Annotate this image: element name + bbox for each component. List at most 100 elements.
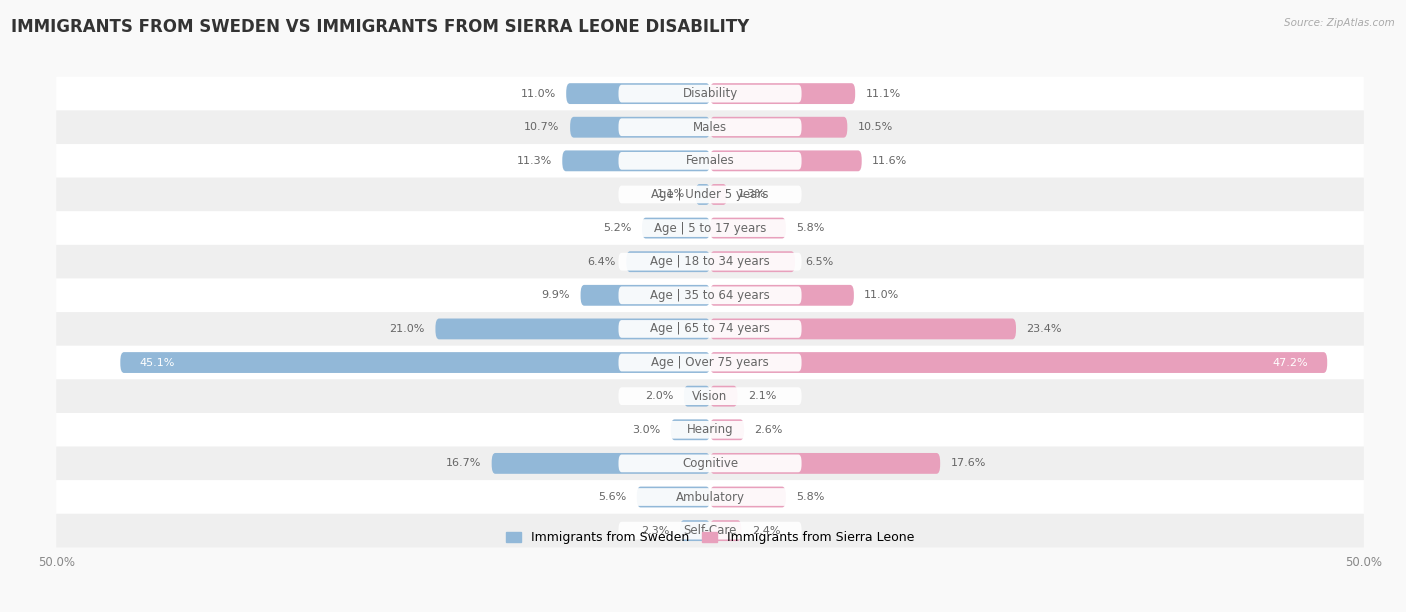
Text: Females: Females [686, 154, 734, 167]
FancyBboxPatch shape [710, 352, 1327, 373]
FancyBboxPatch shape [619, 253, 801, 271]
FancyBboxPatch shape [56, 379, 1364, 413]
FancyBboxPatch shape [710, 386, 738, 406]
FancyBboxPatch shape [710, 83, 855, 104]
Text: 3.0%: 3.0% [633, 425, 661, 435]
FancyBboxPatch shape [56, 110, 1364, 144]
Text: Source: ZipAtlas.com: Source: ZipAtlas.com [1284, 18, 1395, 28]
FancyBboxPatch shape [562, 151, 710, 171]
Text: 16.7%: 16.7% [446, 458, 481, 468]
FancyBboxPatch shape [56, 144, 1364, 177]
FancyBboxPatch shape [619, 354, 801, 371]
FancyBboxPatch shape [710, 218, 786, 239]
FancyBboxPatch shape [492, 453, 710, 474]
Text: 47.2%: 47.2% [1272, 357, 1308, 368]
Text: 11.6%: 11.6% [872, 156, 907, 166]
FancyBboxPatch shape [710, 285, 853, 306]
FancyBboxPatch shape [56, 76, 1364, 110]
Text: 2.3%: 2.3% [641, 526, 669, 536]
Text: 21.0%: 21.0% [389, 324, 425, 334]
FancyBboxPatch shape [619, 455, 801, 472]
FancyBboxPatch shape [710, 453, 941, 474]
FancyBboxPatch shape [619, 185, 801, 203]
FancyBboxPatch shape [619, 84, 801, 102]
Text: Males: Males [693, 121, 727, 134]
Text: Vision: Vision [692, 390, 728, 403]
FancyBboxPatch shape [681, 520, 710, 541]
Text: 11.3%: 11.3% [516, 156, 551, 166]
FancyBboxPatch shape [637, 487, 710, 507]
FancyBboxPatch shape [619, 118, 801, 136]
FancyBboxPatch shape [710, 252, 794, 272]
FancyBboxPatch shape [121, 352, 710, 373]
Text: IMMIGRANTS FROM SWEDEN VS IMMIGRANTS FROM SIERRA LEONE DISABILITY: IMMIGRANTS FROM SWEDEN VS IMMIGRANTS FRO… [11, 18, 749, 36]
FancyBboxPatch shape [710, 117, 848, 138]
FancyBboxPatch shape [710, 520, 741, 541]
FancyBboxPatch shape [619, 488, 801, 506]
FancyBboxPatch shape [436, 318, 710, 339]
Text: 10.5%: 10.5% [858, 122, 893, 132]
Text: Self-Care: Self-Care [683, 524, 737, 537]
FancyBboxPatch shape [710, 151, 862, 171]
Text: Age | Over 75 years: Age | Over 75 years [651, 356, 769, 369]
Text: 9.9%: 9.9% [541, 290, 569, 300]
Text: 6.5%: 6.5% [806, 256, 834, 267]
FancyBboxPatch shape [710, 419, 744, 440]
FancyBboxPatch shape [619, 219, 801, 237]
Legend: Immigrants from Sweden, Immigrants from Sierra Leone: Immigrants from Sweden, Immigrants from … [501, 526, 920, 550]
Text: 1.3%: 1.3% [738, 190, 766, 200]
Text: 23.4%: 23.4% [1026, 324, 1062, 334]
FancyBboxPatch shape [56, 245, 1364, 278]
FancyBboxPatch shape [56, 447, 1364, 480]
Text: 5.8%: 5.8% [796, 492, 825, 502]
FancyBboxPatch shape [619, 320, 801, 338]
Text: 11.0%: 11.0% [520, 89, 555, 99]
Text: Cognitive: Cognitive [682, 457, 738, 470]
FancyBboxPatch shape [56, 177, 1364, 211]
Text: 2.0%: 2.0% [645, 391, 673, 401]
Text: Age | 18 to 34 years: Age | 18 to 34 years [650, 255, 770, 268]
Text: 2.4%: 2.4% [752, 526, 780, 536]
FancyBboxPatch shape [619, 152, 801, 170]
FancyBboxPatch shape [710, 487, 786, 507]
FancyBboxPatch shape [683, 386, 710, 406]
Text: Disability: Disability [682, 87, 738, 100]
Text: Ambulatory: Ambulatory [675, 490, 745, 504]
FancyBboxPatch shape [710, 318, 1017, 339]
FancyBboxPatch shape [696, 184, 710, 205]
FancyBboxPatch shape [56, 413, 1364, 447]
Text: 11.0%: 11.0% [865, 290, 900, 300]
Text: 5.8%: 5.8% [796, 223, 825, 233]
Text: 10.7%: 10.7% [524, 122, 560, 132]
Text: Age | 5 to 17 years: Age | 5 to 17 years [654, 222, 766, 234]
Text: 17.6%: 17.6% [950, 458, 986, 468]
Text: 6.4%: 6.4% [588, 256, 616, 267]
Text: 5.2%: 5.2% [603, 223, 631, 233]
FancyBboxPatch shape [619, 286, 801, 304]
Text: Age | 35 to 64 years: Age | 35 to 64 years [650, 289, 770, 302]
Text: 45.1%: 45.1% [141, 357, 176, 368]
FancyBboxPatch shape [619, 421, 801, 439]
FancyBboxPatch shape [671, 419, 710, 440]
FancyBboxPatch shape [619, 522, 801, 540]
FancyBboxPatch shape [56, 278, 1364, 312]
FancyBboxPatch shape [56, 312, 1364, 346]
FancyBboxPatch shape [56, 514, 1364, 548]
FancyBboxPatch shape [626, 252, 710, 272]
FancyBboxPatch shape [567, 83, 710, 104]
Text: 11.1%: 11.1% [866, 89, 901, 99]
FancyBboxPatch shape [643, 218, 710, 239]
Text: 1.1%: 1.1% [657, 190, 685, 200]
FancyBboxPatch shape [56, 480, 1364, 514]
Text: 2.1%: 2.1% [748, 391, 776, 401]
Text: Hearing: Hearing [686, 424, 734, 436]
Text: Age | 65 to 74 years: Age | 65 to 74 years [650, 323, 770, 335]
FancyBboxPatch shape [569, 117, 710, 138]
Text: Age | Under 5 years: Age | Under 5 years [651, 188, 769, 201]
FancyBboxPatch shape [56, 211, 1364, 245]
Text: 5.6%: 5.6% [598, 492, 626, 502]
FancyBboxPatch shape [581, 285, 710, 306]
FancyBboxPatch shape [619, 387, 801, 405]
FancyBboxPatch shape [710, 184, 727, 205]
Text: 2.6%: 2.6% [755, 425, 783, 435]
